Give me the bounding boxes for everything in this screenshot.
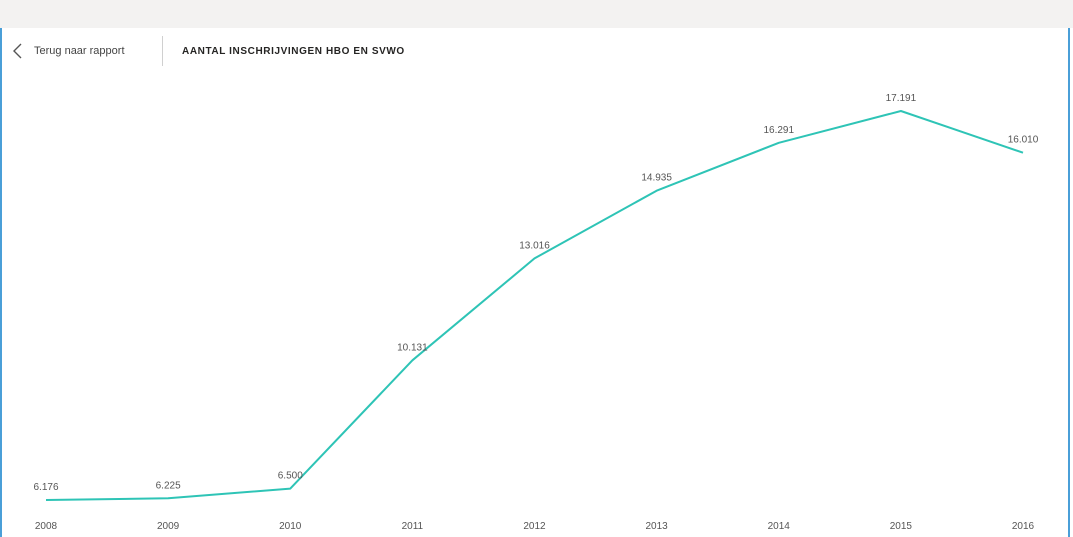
data-label: 16.291 (763, 125, 794, 136)
data-point[interactable] (287, 486, 293, 492)
data-label: 14.935 (641, 173, 672, 184)
visual-focus-frame: Terug naar rapport AANTAL INSCHRIJVINGEN… (0, 28, 1070, 537)
data-point[interactable] (1020, 150, 1026, 156)
x-tick-label: 2015 (890, 521, 913, 532)
data-label: 6.176 (33, 482, 58, 493)
header-divider (162, 36, 163, 66)
header: Terug naar rapport AANTAL INSCHRIJVINGEN… (2, 28, 1068, 76)
x-tick-label: 2016 (1012, 521, 1035, 532)
data-point[interactable] (776, 140, 782, 146)
back-label: Terug naar rapport (34, 45, 125, 57)
page-title: AANTAL INSCHRIJVINGEN HBO EN SVWO (182, 46, 405, 57)
data-point[interactable] (409, 357, 415, 363)
top-bar (0, 0, 1073, 28)
x-tick-label: 2010 (279, 521, 302, 532)
data-point[interactable] (898, 108, 904, 114)
data-label: 16.010 (1008, 135, 1039, 146)
data-point[interactable] (165, 495, 171, 501)
data-label: 10.131 (397, 342, 428, 353)
data-point[interactable] (532, 255, 538, 261)
x-tick-label: 2014 (768, 521, 791, 532)
x-tick-label: 2009 (157, 521, 180, 532)
back-to-report-button[interactable]: Terug naar rapport (10, 42, 125, 60)
data-label: 13.016 (519, 240, 550, 251)
data-point[interactable] (654, 188, 660, 194)
line-chart: 6.176 6.225 6.500 10.131 13.016 14.935 16.291 1… (33, 93, 1039, 532)
data-label: 17.191 (886, 93, 917, 104)
data-label: 6.225 (156, 480, 181, 491)
x-tick-label: 2012 (523, 521, 546, 532)
x-tick-label: 2011 (402, 521, 424, 532)
x-tick-label: 2013 (646, 521, 669, 532)
x-tick-label: 2008 (35, 521, 58, 532)
data-point[interactable] (43, 497, 49, 503)
series-line[interactable] (45, 110, 1024, 501)
chevron-left-icon (10, 42, 26, 60)
data-label: 6.500 (278, 471, 303, 482)
